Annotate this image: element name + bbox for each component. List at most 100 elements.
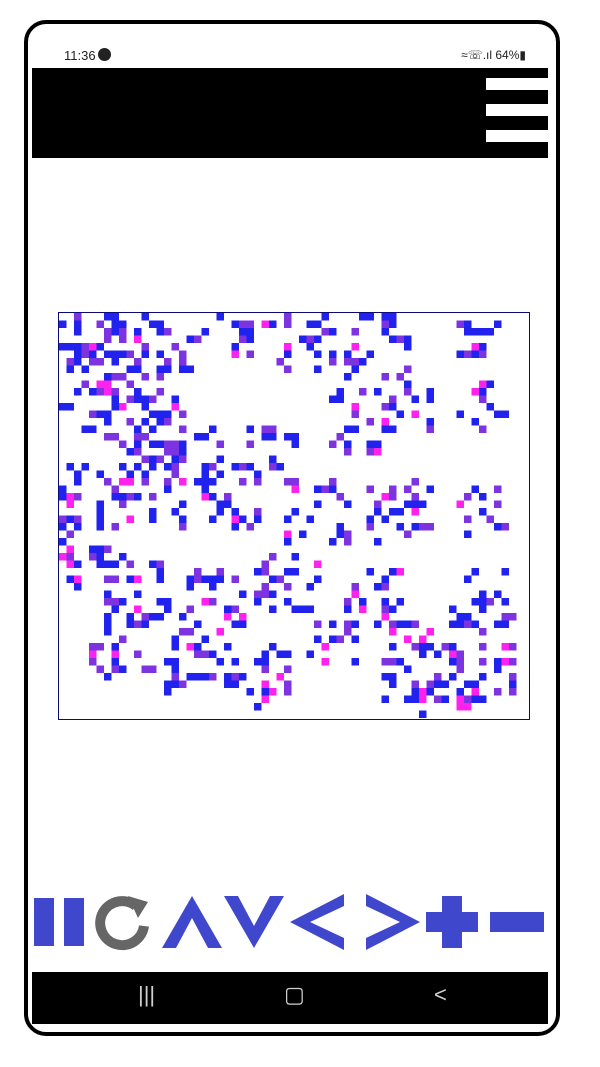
cell: [381, 320, 389, 328]
cell: [404, 665, 412, 673]
cell: [479, 658, 487, 666]
cell: [501, 523, 509, 531]
cell: [321, 328, 329, 336]
home-button[interactable]: ▢: [284, 982, 305, 1007]
cell: [336, 433, 344, 441]
cell: [366, 523, 374, 531]
cell: [239, 590, 247, 598]
hamburger-menu-icon[interactable]: [486, 78, 548, 144]
right-arrow-icon[interactable]: [362, 892, 422, 952]
up-arrow-icon[interactable]: [160, 892, 224, 952]
cell: [284, 650, 292, 658]
cell: [186, 335, 194, 343]
cell: [284, 583, 292, 591]
cell: [111, 575, 119, 583]
cell: [246, 328, 254, 336]
cell: [494, 500, 502, 508]
cell: [126, 448, 134, 456]
cell: [134, 395, 142, 403]
pause-icon[interactable]: [32, 892, 92, 952]
cell: [359, 605, 367, 613]
cell: [126, 560, 134, 568]
cell: [404, 343, 412, 351]
cell: [329, 485, 337, 493]
cell: [456, 320, 464, 328]
cell: [111, 320, 119, 328]
cell: [456, 695, 464, 703]
game-board[interactable]: [58, 312, 530, 720]
cell: [239, 620, 247, 628]
cell: [66, 463, 74, 471]
cell: [194, 575, 202, 583]
cell: [119, 403, 127, 411]
cell: [344, 425, 352, 433]
cell: [81, 425, 89, 433]
cell: [329, 395, 337, 403]
cell: [201, 478, 209, 486]
cell: [141, 373, 149, 381]
down-arrow-icon[interactable]: [222, 892, 286, 952]
cell: [59, 493, 67, 501]
cell: [141, 343, 149, 351]
cell: [134, 335, 142, 343]
cell: [119, 335, 127, 343]
cell: [111, 313, 119, 321]
cell: [284, 598, 292, 606]
cell: [426, 485, 434, 493]
cell: [231, 523, 239, 531]
cell: [186, 643, 194, 651]
cell: [119, 493, 127, 501]
cell: [276, 358, 284, 366]
cell: [344, 530, 352, 538]
back-button[interactable]: <: [434, 982, 447, 1007]
cell: [246, 335, 254, 343]
cell: [59, 403, 67, 411]
left-arrow-icon[interactable]: [288, 892, 348, 952]
cell: [381, 328, 389, 336]
cell: [179, 425, 187, 433]
cell: [344, 448, 352, 456]
cell: [66, 515, 74, 523]
cell: [149, 395, 157, 403]
cell: [486, 380, 494, 388]
cell: [126, 350, 134, 358]
cell: [171, 463, 179, 471]
cell: [381, 598, 389, 606]
cell: [254, 568, 262, 576]
cell: [329, 328, 337, 336]
cell: [104, 620, 112, 628]
cell: [261, 320, 269, 328]
cell: [141, 313, 149, 321]
cell: [501, 410, 509, 418]
cell: [74, 388, 82, 396]
cell: [156, 440, 164, 448]
minus-icon[interactable]: [488, 892, 546, 952]
cell: [74, 328, 82, 336]
cell: [336, 530, 344, 538]
cell: [171, 403, 179, 411]
cell: [344, 605, 352, 613]
cell: [246, 425, 254, 433]
cell: [156, 455, 164, 463]
cell: [179, 448, 187, 456]
cell: [119, 635, 127, 643]
cell: [89, 425, 97, 433]
status-indicators: ≈☏.ıl 64%▮: [461, 48, 526, 62]
cell: [74, 523, 82, 531]
cell: [111, 358, 119, 366]
refresh-icon[interactable]: [92, 892, 154, 952]
cell: [374, 440, 382, 448]
cell: [411, 680, 419, 688]
cell: [479, 673, 487, 681]
plus-icon[interactable]: [424, 892, 480, 952]
recents-button[interactable]: |||: [138, 982, 156, 1007]
cell: [464, 695, 472, 703]
cell: [389, 493, 397, 501]
cell: [239, 613, 247, 621]
cell: [269, 425, 277, 433]
cell: [194, 620, 202, 628]
cell: [126, 418, 134, 426]
cell: [156, 328, 164, 336]
cell: [231, 605, 239, 613]
cell: [201, 493, 209, 501]
